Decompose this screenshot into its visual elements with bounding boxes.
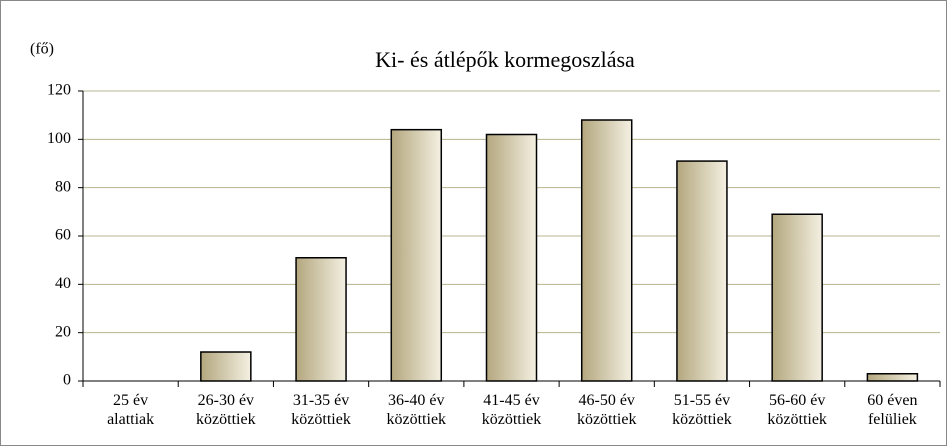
- x-tick-label-line: 36-40 év: [388, 392, 444, 409]
- x-tick-label-line: közöttiek: [577, 411, 637, 428]
- bar: [200, 351, 252, 382]
- x-tick-label-line: 25 év: [113, 392, 148, 409]
- x-tick-label-line: 56-60 év: [769, 392, 825, 409]
- x-tick-label-line: 60 éven: [867, 392, 917, 409]
- y-axis-label: (fő): [30, 41, 54, 58]
- bar: [485, 133, 538, 382]
- x-tick-label: 60 éven felüliek: [867, 392, 917, 428]
- y-tick-label: 40: [55, 275, 71, 292]
- x-tick-label-line: közöttiek: [767, 411, 827, 428]
- x-tick-label-line: 26-30 év: [198, 392, 254, 409]
- bar: [580, 119, 633, 382]
- y-tick-label: 20: [55, 323, 71, 340]
- x-tick-label-line: közöttiek: [672, 411, 732, 428]
- x-tick-label-line: közöttiek: [291, 411, 351, 428]
- y-tick-label: 100: [47, 130, 71, 147]
- bar: [676, 160, 728, 382]
- x-tick-label-line: alattiak: [107, 411, 154, 428]
- x-tick-label-line: felüliek: [868, 411, 917, 428]
- y-tick-label: 0: [63, 372, 71, 389]
- bar: [771, 213, 823, 382]
- y-tick-label: 80: [55, 178, 71, 195]
- x-tick-label: 41-45 év közöttiek: [482, 392, 542, 428]
- x-tick-label: 36-40 év közöttiek: [387, 392, 447, 428]
- x-tick-label-line: 51-55 év: [674, 392, 730, 409]
- x-tick-label-line: közöttiek: [196, 411, 256, 428]
- bar: [295, 257, 347, 382]
- x-tick-label-line: 31-35 év: [293, 392, 349, 409]
- y-tick-label: 120: [47, 82, 71, 99]
- y-tick-label: 60: [55, 227, 71, 244]
- x-tick-label: 31-35 év közöttiek: [291, 392, 351, 428]
- x-tick-label-line: 46-50 év: [579, 392, 635, 409]
- x-tick-label: 46-50 év közöttiek: [577, 392, 637, 428]
- chart-title: Ki- és átlépők kormegoszlása: [375, 47, 635, 72]
- x-tick-label: 26-30 év közöttiek: [196, 392, 256, 428]
- x-tick-label: 25 év alattiak: [107, 392, 154, 428]
- bar: [866, 373, 919, 382]
- x-tick-label: 51-55 év közöttiek: [672, 392, 732, 428]
- x-tick-label-line: közöttiek: [387, 411, 447, 428]
- x-tick-label: 56-60 év közöttiek: [767, 392, 827, 428]
- x-tick-label-line: közöttiek: [482, 411, 542, 428]
- bar: [390, 128, 443, 382]
- x-tick-label-line: 41-45 év: [483, 392, 539, 409]
